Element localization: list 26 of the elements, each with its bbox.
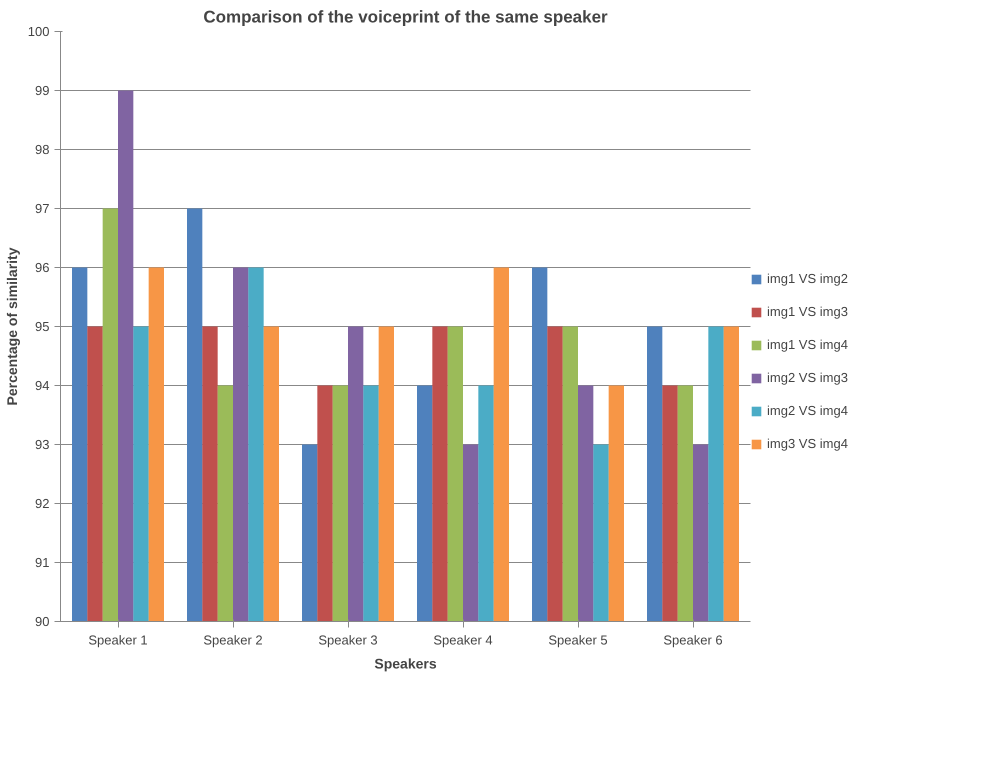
legend-label: img1 VS img4 (767, 337, 848, 352)
y-tick-label: 92 (35, 496, 50, 511)
x-tick-label: Speaker 3 (318, 632, 378, 648)
legend-label: img2 VS img4 (767, 403, 848, 418)
x-tick-label: Speaker 5 (548, 632, 608, 648)
y-tick-label: 98 (35, 142, 50, 157)
x-tick-label: Speaker 1 (88, 632, 148, 648)
x-axis-title: Speakers (374, 656, 437, 672)
y-tick-label: 96 (35, 260, 50, 275)
chart-title: Comparison of the voiceprint of the same speaker (203, 8, 608, 26)
legend-label: img2 VS img3 (767, 370, 848, 385)
legend-label: img3 VS img4 (767, 436, 848, 451)
y-axis-title: Percentage of similarity (4, 247, 20, 406)
legend-label: img1 VS img2 (767, 271, 848, 286)
y-tick-label: 99 (35, 83, 50, 98)
x-tick-label: Speaker 6 (663, 632, 723, 648)
legend-label: img1 VS img3 (767, 304, 848, 319)
y-tick-label: 100 (28, 24, 50, 39)
y-tick-label: 97 (35, 201, 50, 216)
y-tick-label: 90 (35, 614, 50, 629)
y-tick-label: 94 (35, 378, 50, 393)
x-tick-label: Speaker 4 (433, 632, 493, 648)
y-tick-label: 93 (35, 437, 50, 452)
y-tick-label: 95 (35, 319, 50, 334)
x-tick-label: Speaker 2 (203, 632, 263, 648)
y-tick-label: 91 (35, 555, 50, 570)
